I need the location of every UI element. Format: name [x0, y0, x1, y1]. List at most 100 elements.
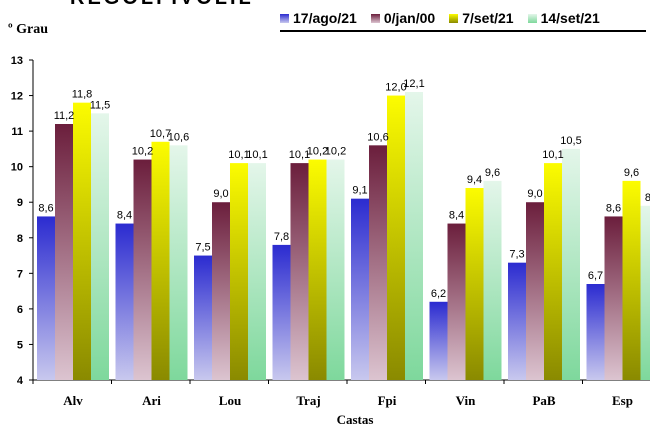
legend-item: 7/set/21 [449, 10, 514, 26]
data-label: 10,1 [289, 149, 310, 161]
bar [351, 198, 369, 380]
legend-swatch [370, 13, 380, 23]
y-tick-label: 7 [17, 268, 23, 280]
value-labels: 8,611,211,811,58,410,210,710,67,59,010,1… [38, 78, 650, 300]
data-label: 8,4 [449, 210, 464, 222]
y-tick-label: 11 [11, 126, 23, 138]
bar [640, 205, 650, 380]
bar [326, 159, 345, 380]
y-axis-label: º Grau [8, 22, 49, 37]
data-label: 7,5 [195, 242, 210, 254]
bar [37, 216, 55, 380]
y-tick-label: 9 [17, 197, 23, 209]
data-label: 9,4 [467, 174, 482, 186]
bars [37, 92, 650, 381]
bar [169, 145, 188, 380]
data-label: 11,5 [90, 99, 111, 111]
bar [604, 216, 623, 380]
bar [115, 223, 134, 380]
bar [622, 180, 641, 380]
chart-top-title: REGOLFIVOLIL [70, 0, 254, 10]
bar [91, 113, 109, 380]
bar [526, 202, 544, 380]
bar [586, 284, 605, 380]
data-label: 10,6 [367, 131, 388, 143]
y-tick-label: 4 [17, 375, 24, 387]
data-label: 10,6 [168, 131, 189, 143]
y-tick-label: 13 [11, 55, 23, 67]
data-label: 10,1 [246, 149, 267, 161]
data-label: 8,6 [38, 202, 53, 214]
bar [369, 145, 387, 380]
bar [405, 92, 423, 380]
data-label: 10,5 [560, 135, 581, 147]
legend-item: 17/ago/21 [280, 10, 357, 26]
x-tick-label: Traj [296, 393, 320, 408]
bar [429, 301, 448, 380]
x-tick-label: Esp [612, 393, 633, 408]
y-tick-label: 10 [11, 162, 23, 174]
data-label: 9,0 [527, 188, 542, 200]
bar [133, 159, 152, 380]
y-tick-label: 5 [17, 339, 23, 351]
data-label: 9,6 [624, 167, 639, 179]
tick-labels: 4 5 6 7 8 9 10 11 12 13 Alv Ari Lou Traj Fpi Vin PaB Esp [11, 55, 633, 408]
data-label: 11,8 [72, 89, 93, 101]
data-label: 10,7 [150, 128, 171, 140]
legend-swatch [280, 13, 289, 23]
bar [248, 163, 266, 380]
legend-label: 17/ago/21 [293, 10, 357, 26]
y-tick-label: 12 [11, 91, 23, 103]
legend: 17/ago/21 0/jan/00 7/set/21 14/set/21 [280, 6, 646, 32]
legend-label: 0/jan/00 [383, 10, 436, 26]
x-tick-label: PaB [532, 393, 555, 408]
bar [55, 124, 73, 380]
legend-label: 7/set/21 [462, 10, 514, 26]
bar [151, 141, 170, 380]
x-tick-label: Fpi [378, 393, 397, 408]
bar [308, 159, 327, 380]
data-label: 7,3 [509, 249, 524, 261]
bar [508, 262, 526, 380]
data-label: 8,4 [117, 210, 132, 222]
data-label: 12,1 [403, 78, 424, 90]
data-label: 6,2 [431, 288, 446, 300]
y-tick-label: 8 [17, 233, 23, 245]
data-label: 7,8 [274, 231, 289, 243]
legend-swatch [449, 13, 459, 23]
bar [544, 163, 562, 380]
data-label: 6,7 [588, 270, 603, 282]
data-label: 12,0 [385, 82, 406, 94]
bar [447, 223, 466, 380]
data-label: 9,6 [485, 167, 500, 179]
legend-item: 14/set/21 [527, 10, 600, 26]
bar [212, 202, 230, 380]
data-label: 10,1 [228, 149, 249, 161]
legend-swatch [527, 13, 537, 23]
data-label: 10,2 [307, 146, 328, 158]
data-label: 9,1 [352, 185, 367, 197]
bar [387, 95, 405, 381]
x-axis-label: Castas [336, 412, 374, 427]
data-label: 11,2 [54, 110, 75, 122]
bar [73, 102, 91, 381]
bar [483, 180, 502, 380]
bar [272, 244, 291, 380]
data-label: 10,2 [325, 146, 346, 158]
y-tick-label: 6 [17, 304, 23, 316]
data-label: 9,0 [213, 188, 228, 200]
bar [230, 163, 248, 380]
data-label: 8,6 [606, 202, 621, 214]
x-tick-label: Vin [456, 393, 477, 408]
bar [290, 163, 309, 380]
x-tick-label: Ari [142, 393, 161, 408]
x-tick-label: Alv [63, 393, 83, 408]
data-label: 10,1 [542, 149, 563, 161]
bar [194, 255, 212, 380]
bar [465, 188, 484, 380]
legend-item: 0/jan/00 [370, 10, 436, 26]
legend-label: 14/set/21 [540, 10, 600, 26]
bar [562, 148, 580, 380]
data-label: 8, [645, 192, 650, 204]
